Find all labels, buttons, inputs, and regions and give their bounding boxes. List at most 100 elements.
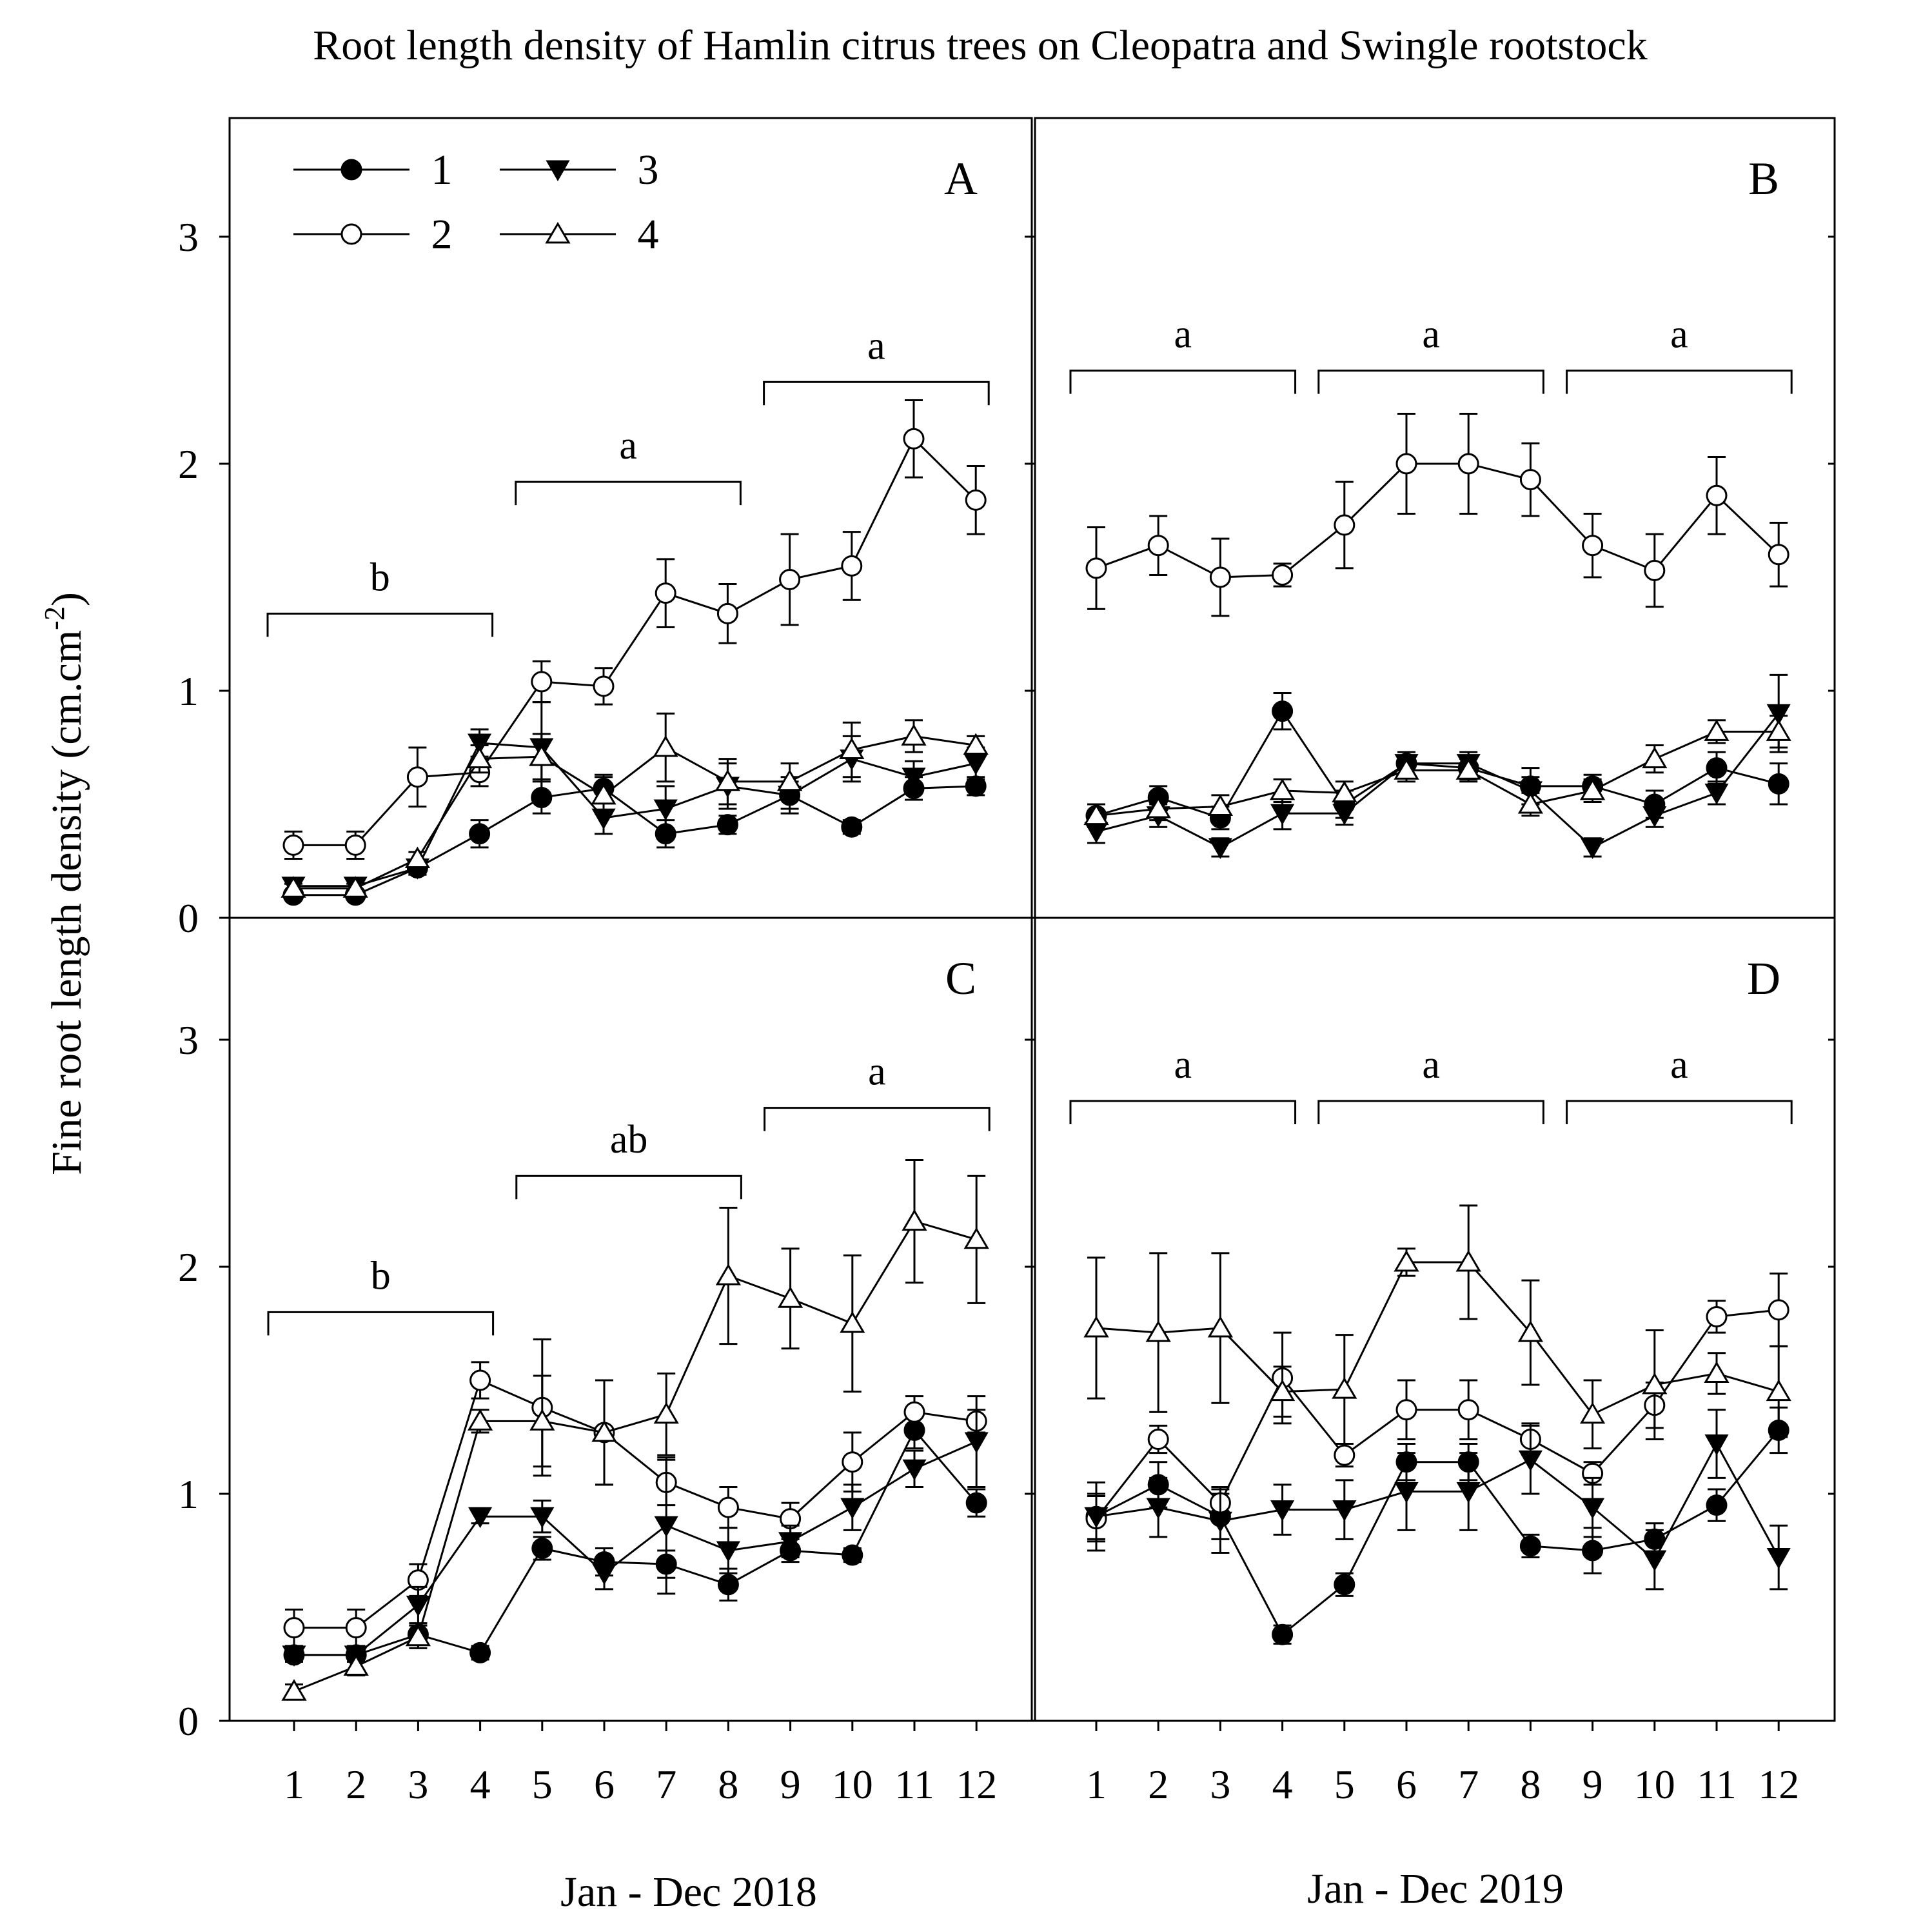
y-tick-label: 2 bbox=[178, 441, 199, 487]
data-point bbox=[839, 737, 865, 760]
legend-marker bbox=[340, 159, 362, 181]
data-point bbox=[903, 1401, 925, 1423]
data-point bbox=[841, 555, 863, 577]
significance-bracket bbox=[1317, 370, 1544, 394]
data-point bbox=[963, 733, 989, 755]
data-point bbox=[1456, 1482, 1481, 1503]
data-point bbox=[1395, 1399, 1417, 1421]
data-point bbox=[1704, 1361, 1730, 1383]
data-point bbox=[1147, 535, 1169, 557]
data-point bbox=[1208, 1511, 1232, 1533]
data-point bbox=[529, 744, 555, 766]
series-line bbox=[1096, 713, 1780, 849]
series-1 bbox=[1085, 1406, 1789, 1645]
series-line bbox=[293, 1220, 977, 1692]
data-point bbox=[1457, 453, 1479, 475]
data-point bbox=[592, 1563, 616, 1585]
data-point bbox=[715, 1264, 742, 1285]
data-point bbox=[1644, 559, 1666, 581]
x-tick-label: 6 bbox=[594, 1761, 615, 1807]
data-point bbox=[1332, 780, 1357, 802]
x-tick-label: 3 bbox=[408, 1761, 428, 1807]
series-line bbox=[293, 437, 977, 846]
y-axis-label: Fine root length density (cm.cm-2) bbox=[39, 592, 90, 1175]
data-point bbox=[1579, 1402, 1606, 1424]
y-tick-label: 1 bbox=[178, 668, 199, 714]
series-line bbox=[1095, 1309, 1779, 1520]
data-point bbox=[1332, 1377, 1357, 1399]
series-4 bbox=[281, 1159, 989, 1701]
data-point bbox=[653, 1402, 679, 1424]
x-tick-label: 4 bbox=[470, 1761, 491, 1807]
significance-letter: a bbox=[1422, 1043, 1440, 1087]
panel-label: D bbox=[1747, 953, 1780, 1004]
x-tick-label: 11 bbox=[1697, 1761, 1737, 1807]
data-point bbox=[1766, 1548, 1791, 1569]
data-point bbox=[902, 1459, 927, 1481]
legend: 1 2 3 4 bbox=[293, 146, 659, 258]
data-point bbox=[467, 1409, 493, 1431]
data-point bbox=[1581, 838, 1605, 859]
data-point bbox=[1269, 778, 1296, 800]
series-line bbox=[1096, 709, 1779, 819]
significance-bracket bbox=[1566, 1100, 1793, 1125]
x-tick-label: 10 bbox=[832, 1761, 873, 1807]
data-point bbox=[653, 799, 678, 821]
y-tick-label: 0 bbox=[178, 895, 199, 941]
data-point bbox=[283, 1617, 305, 1639]
data-point bbox=[591, 1420, 617, 1442]
significance-letter: b bbox=[371, 1254, 391, 1298]
significance-bracket bbox=[763, 381, 990, 406]
data-point bbox=[1334, 1444, 1355, 1466]
data-point bbox=[1084, 1507, 1109, 1529]
series-1 bbox=[1085, 692, 1789, 831]
data-point bbox=[965, 1492, 987, 1514]
data-point bbox=[903, 428, 925, 450]
data-point bbox=[1394, 1482, 1419, 1503]
significance-letter: a bbox=[867, 324, 885, 368]
data-point bbox=[1581, 1498, 1605, 1520]
data-point bbox=[1394, 1249, 1419, 1272]
series-line bbox=[1096, 1261, 1779, 1416]
data-point bbox=[281, 876, 306, 898]
data-point bbox=[778, 1532, 803, 1553]
legend-label: 2 bbox=[431, 211, 453, 258]
data-point bbox=[1334, 514, 1355, 536]
data-point bbox=[1270, 1500, 1295, 1522]
data-point bbox=[1517, 1320, 1544, 1342]
data-point bbox=[717, 1574, 739, 1596]
data-point bbox=[716, 814, 738, 836]
data-point bbox=[1766, 704, 1791, 726]
data-point bbox=[1145, 797, 1171, 818]
chart-title: Root length density of Hamlin citrus tre… bbox=[313, 22, 1647, 69]
data-point bbox=[654, 1516, 678, 1538]
data-point bbox=[1146, 1498, 1170, 1520]
significance-letter: a bbox=[1670, 1043, 1688, 1087]
x-tick-label: 2 bbox=[1148, 1761, 1168, 1807]
legend-marker bbox=[545, 222, 571, 244]
series-line bbox=[1096, 730, 1779, 817]
data-point bbox=[1704, 1434, 1729, 1456]
data-point bbox=[1207, 1316, 1234, 1338]
panel-label: C bbox=[945, 953, 976, 1004]
series-line bbox=[1096, 1429, 1780, 1636]
data-point bbox=[840, 1498, 865, 1520]
data-point bbox=[1519, 1535, 1541, 1557]
data-point bbox=[1147, 1429, 1169, 1451]
data-point bbox=[469, 1369, 491, 1391]
data-point bbox=[281, 1679, 307, 1701]
y-tick-label: 1 bbox=[178, 1471, 199, 1517]
data-point bbox=[343, 1654, 369, 1676]
x-tick-label: 11 bbox=[894, 1761, 934, 1807]
significance-letter: a bbox=[1174, 313, 1192, 357]
data-point bbox=[1519, 469, 1541, 491]
data-point bbox=[777, 1286, 803, 1308]
data-point bbox=[466, 746, 493, 769]
data-point bbox=[1706, 1305, 1728, 1327]
data-point bbox=[1395, 453, 1417, 475]
data-point bbox=[902, 1209, 927, 1231]
data-point bbox=[1270, 804, 1295, 826]
